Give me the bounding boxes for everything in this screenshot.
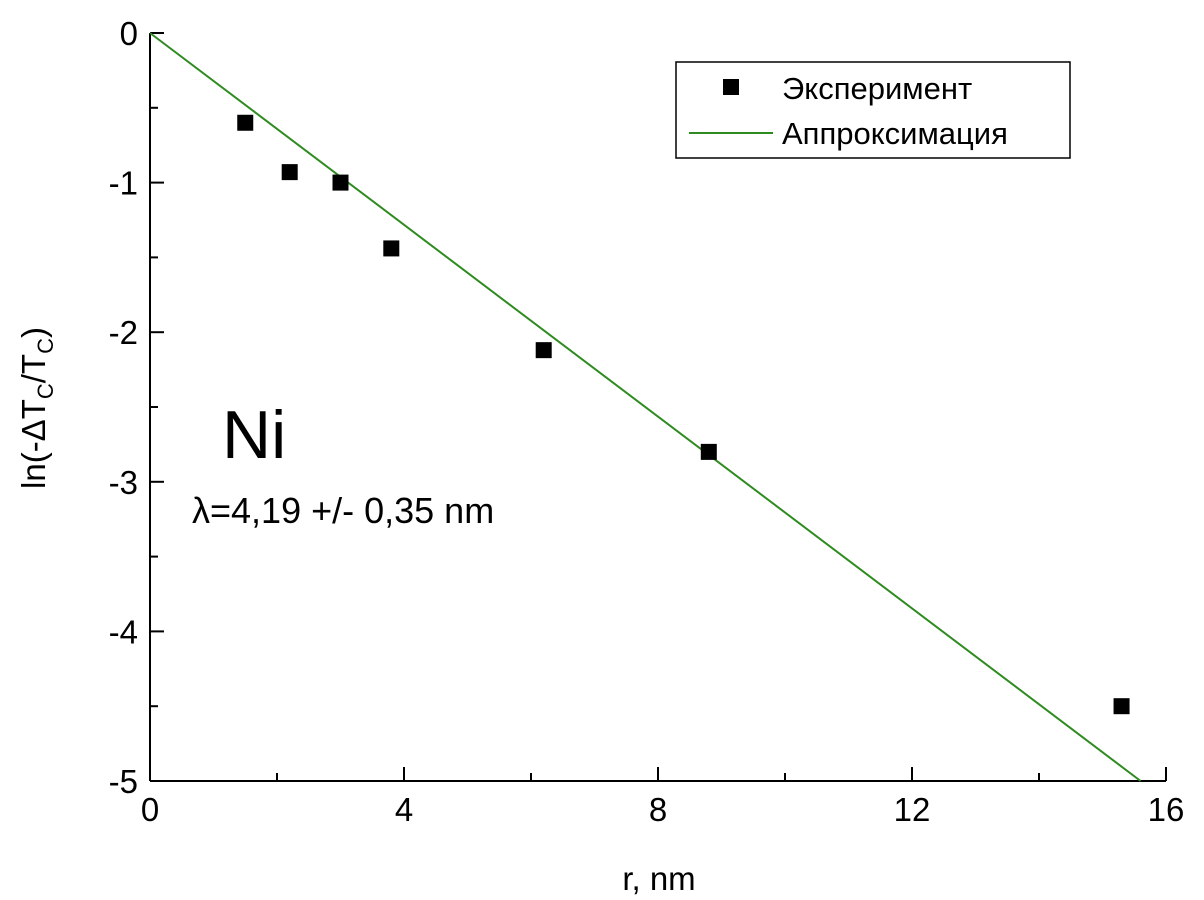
y-tick-label: -1: [109, 165, 138, 202]
y-tick-label: 0: [120, 15, 138, 52]
x-tick-label: 8: [649, 791, 667, 828]
x-tick-label: 12: [894, 791, 931, 828]
fit-line-group: [149, 32, 1142, 782]
fit-line: [149, 32, 1142, 782]
y-tick-label: -5: [109, 763, 138, 800]
y-tick-label: -2: [109, 314, 138, 351]
legend-label-fit: Аппроксимация: [782, 116, 1008, 151]
data-point: [332, 174, 349, 191]
legend-box: [675, 61, 1071, 159]
data-point: [383, 240, 400, 257]
y-tick-label: -3: [109, 464, 138, 501]
x-axis-title: r, nm: [622, 860, 695, 897]
x-tick-label: 16: [1148, 791, 1185, 828]
data-point: [237, 114, 254, 131]
axis-ticks: [149, 32, 1167, 782]
y-tick-label: -4: [109, 613, 138, 650]
data-point: [535, 342, 552, 359]
x-tick-label: 0: [141, 791, 159, 828]
lambda-label: λ=4,19 +/- 0,35 nm: [192, 490, 494, 531]
legend: Эксперимент Аппроксимация: [675, 61, 1071, 159]
element-label: Ni: [222, 397, 286, 473]
data-point: [281, 164, 298, 181]
legend-label-experiment: Эксперимент: [782, 71, 972, 106]
legend-square-marker: [723, 79, 739, 95]
data-point: [700, 443, 717, 460]
data-point: [1113, 698, 1130, 715]
tick-labels: 0 4 8 12 16 0 -1 -2 -3 -4 -5: [109, 15, 1185, 828]
x-tick-label: 4: [395, 791, 413, 828]
y-axis-title: ln(-ΔTC/TC): [15, 327, 58, 489]
data-points: [237, 114, 1130, 715]
